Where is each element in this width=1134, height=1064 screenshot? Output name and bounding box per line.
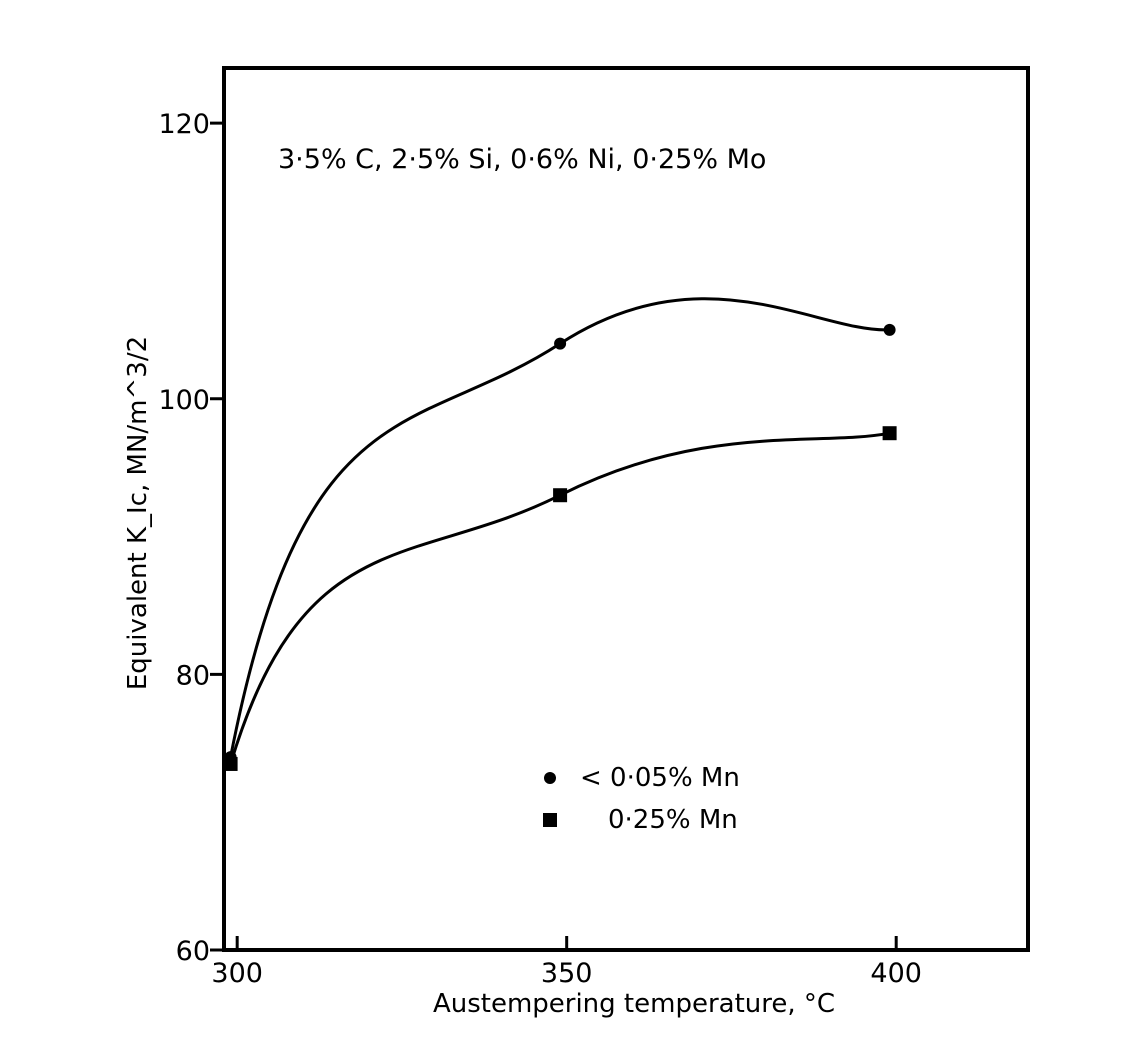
data-point-square [553, 488, 568, 503]
data-point-circle [883, 323, 896, 336]
data-point-square [882, 426, 897, 441]
x-axis-label: Austempering temperature, °C [433, 989, 835, 1019]
series-line-2 [229, 431, 890, 765]
series-line-1 [229, 297, 890, 758]
legend-label: 0·25% Mn [608, 805, 738, 835]
y-axis-label: Equivalent K_Ic, MN/m^3/2 [123, 336, 153, 690]
plot-frame [222, 66, 1030, 952]
x-tick-label: 350 [541, 958, 593, 989]
data-point-square [223, 756, 238, 771]
legend-label: < 0·05% Mn [580, 763, 740, 793]
y-tick-label: 100 [158, 385, 210, 416]
legend-marker-circle [544, 772, 556, 784]
legend-marker-square [543, 813, 557, 827]
composition-annotation: 3·5% C, 2·5% Si, 0·6% Ni, 0·25% Mo [278, 144, 766, 175]
data-point-circle [554, 337, 567, 350]
y-tick-label: 60 [176, 936, 210, 967]
x-tick-label: 400 [870, 958, 922, 989]
x-tick-label: 300 [211, 958, 263, 989]
y-tick-label: 120 [158, 109, 210, 140]
y-tick-label: 80 [176, 660, 210, 691]
